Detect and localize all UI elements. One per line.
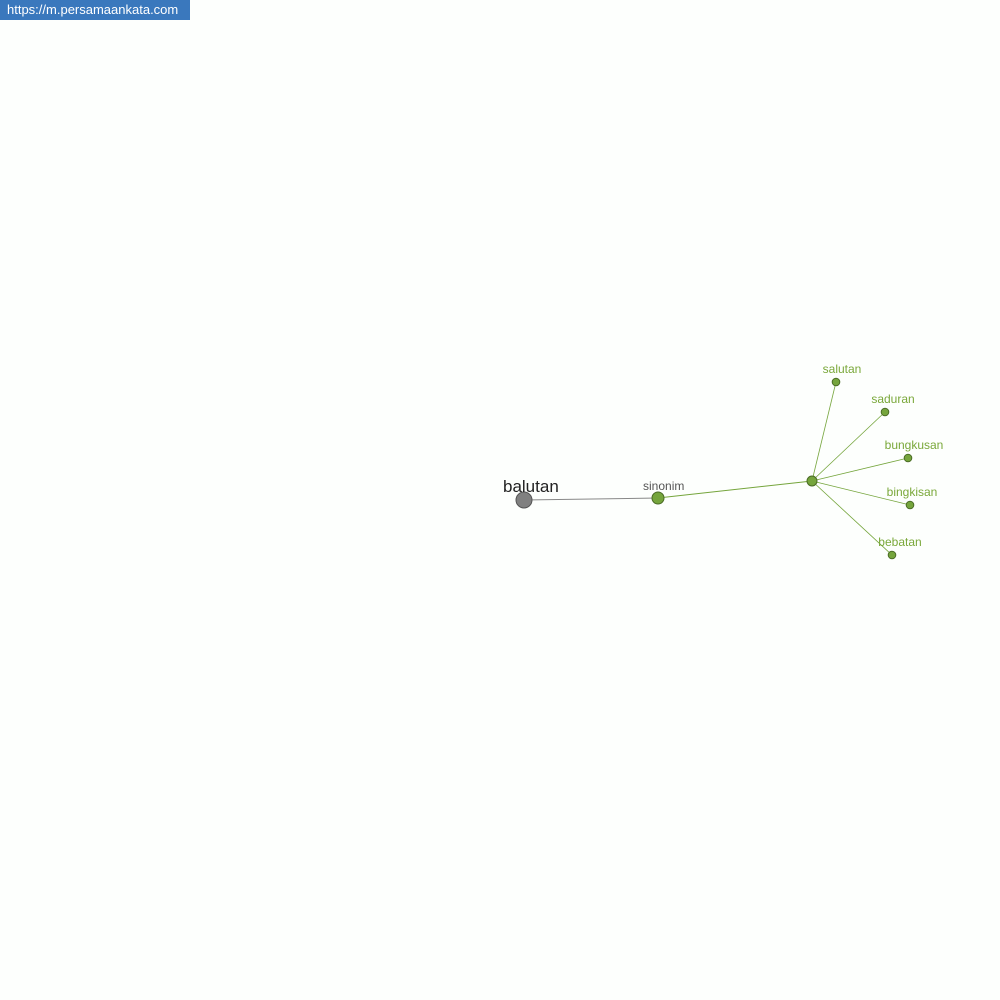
relation-label: sinonim (643, 479, 684, 493)
edge-relation-hub (657, 480, 813, 499)
synonym-node (887, 550, 897, 560)
synonym-label[interactable]: bungkusan (885, 438, 944, 452)
edge-synonym (811, 381, 837, 482)
hub-node (806, 475, 818, 487)
synonym-label[interactable]: salutan (823, 362, 862, 376)
edge-root-relation (523, 497, 659, 501)
synonym-node (831, 377, 841, 387)
edge-synonym (811, 457, 909, 482)
edge-synonym (811, 480, 911, 506)
synonym-node (880, 407, 890, 417)
edge-synonym (811, 480, 893, 556)
synonym-label[interactable]: bebatan (878, 535, 921, 549)
relation-node (651, 491, 665, 505)
site-url-banner[interactable]: https://m.persamaankata.com (0, 0, 190, 20)
synonym-node (903, 453, 913, 463)
edge-synonym (811, 411, 886, 482)
synonym-node (905, 500, 915, 510)
root-node (515, 491, 533, 509)
synonym-label[interactable]: bingkisan (887, 485, 938, 499)
root-label: balutan (503, 477, 559, 496)
synonym-label[interactable]: saduran (871, 392, 914, 406)
